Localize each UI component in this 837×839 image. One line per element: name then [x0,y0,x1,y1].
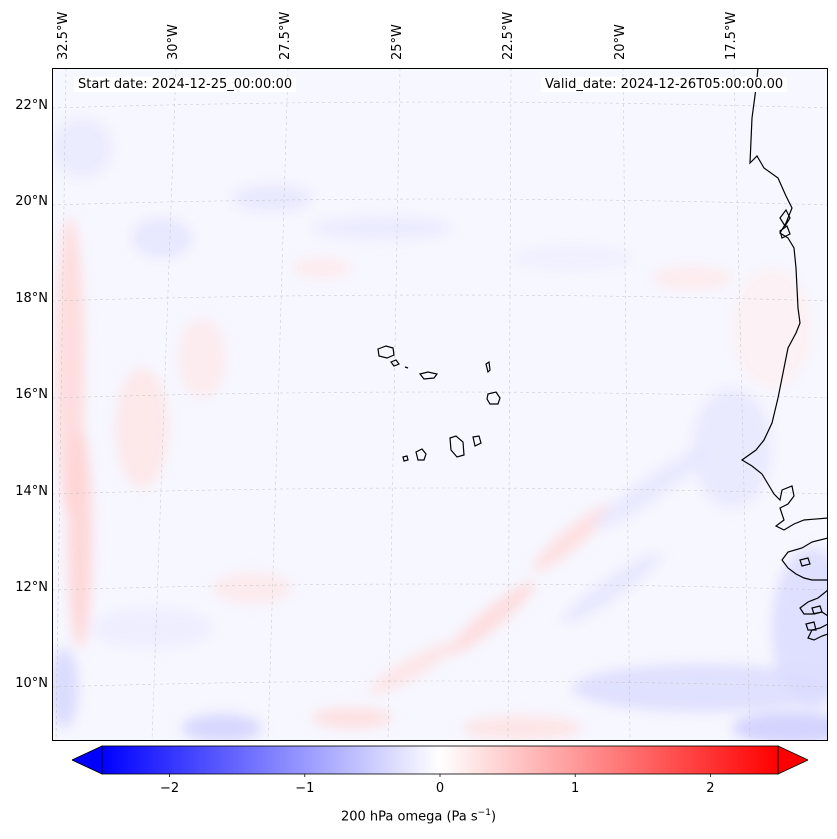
colorbar-tick-label: 2 [706,781,715,796]
lat-label-20n: 20°N [15,194,48,209]
lon-label-27-5w: 27.5°W [278,11,293,60]
colorbar-label-text: 200 hPa omega (Pa s [340,809,478,825]
lat-label-22n: 22°N [15,98,48,113]
lon-gridlines [55,68,751,741]
west-africa-coastline [740,68,828,641]
map-panel [52,68,828,741]
colorbar-gradient [102,746,778,774]
lon-label-22-5w: 22.5°W [501,11,516,60]
lat-label-12n: 12°N [15,580,48,595]
omega-field [52,118,828,741]
lat-label-10n: 10°N [15,676,48,691]
colorbar-extend-low [72,745,103,775]
lon-label-32-5w: 32.5°W [56,11,71,60]
colorbar-label-exponent: −1 [477,808,491,818]
lon-label-30w: 30°W [166,24,181,60]
colorbar-tickmarks [169,774,711,777]
colorbar-tick-label: 1 [571,781,580,796]
valid-date-annotation: Valid_date: 2024-12-26T05:00:00.00 [541,77,788,92]
lon-label-20w: 20°W [613,24,628,60]
colorbar-label: 200 hPa omega (Pa s−1) [0,808,837,824]
lon-label-17-5w: 17.5°W [724,11,739,60]
colorbar [72,745,808,777]
lat-label-18n: 18°N [15,291,48,306]
colorbar-tick-label: 0 [435,781,445,796]
colorbar-label-suffix: ) [490,809,497,825]
coast-islands-south [799,557,823,631]
colorbar-tick-label: −1 [295,781,315,796]
colorbar-tick-label: −2 [160,781,180,796]
lat-label-14n: 14°N [15,484,48,499]
cape-verde-islands [377,345,501,462]
colorbar-extend-high [777,745,808,775]
lat-label-16n: 16°N [15,387,48,402]
coast-inlet [779,208,791,239]
start-date-annotation: Start date: 2024-12-25_00:00:00 [74,77,297,92]
lon-label-25w: 25°W [390,24,405,60]
lat-gridlines [52,101,828,688]
